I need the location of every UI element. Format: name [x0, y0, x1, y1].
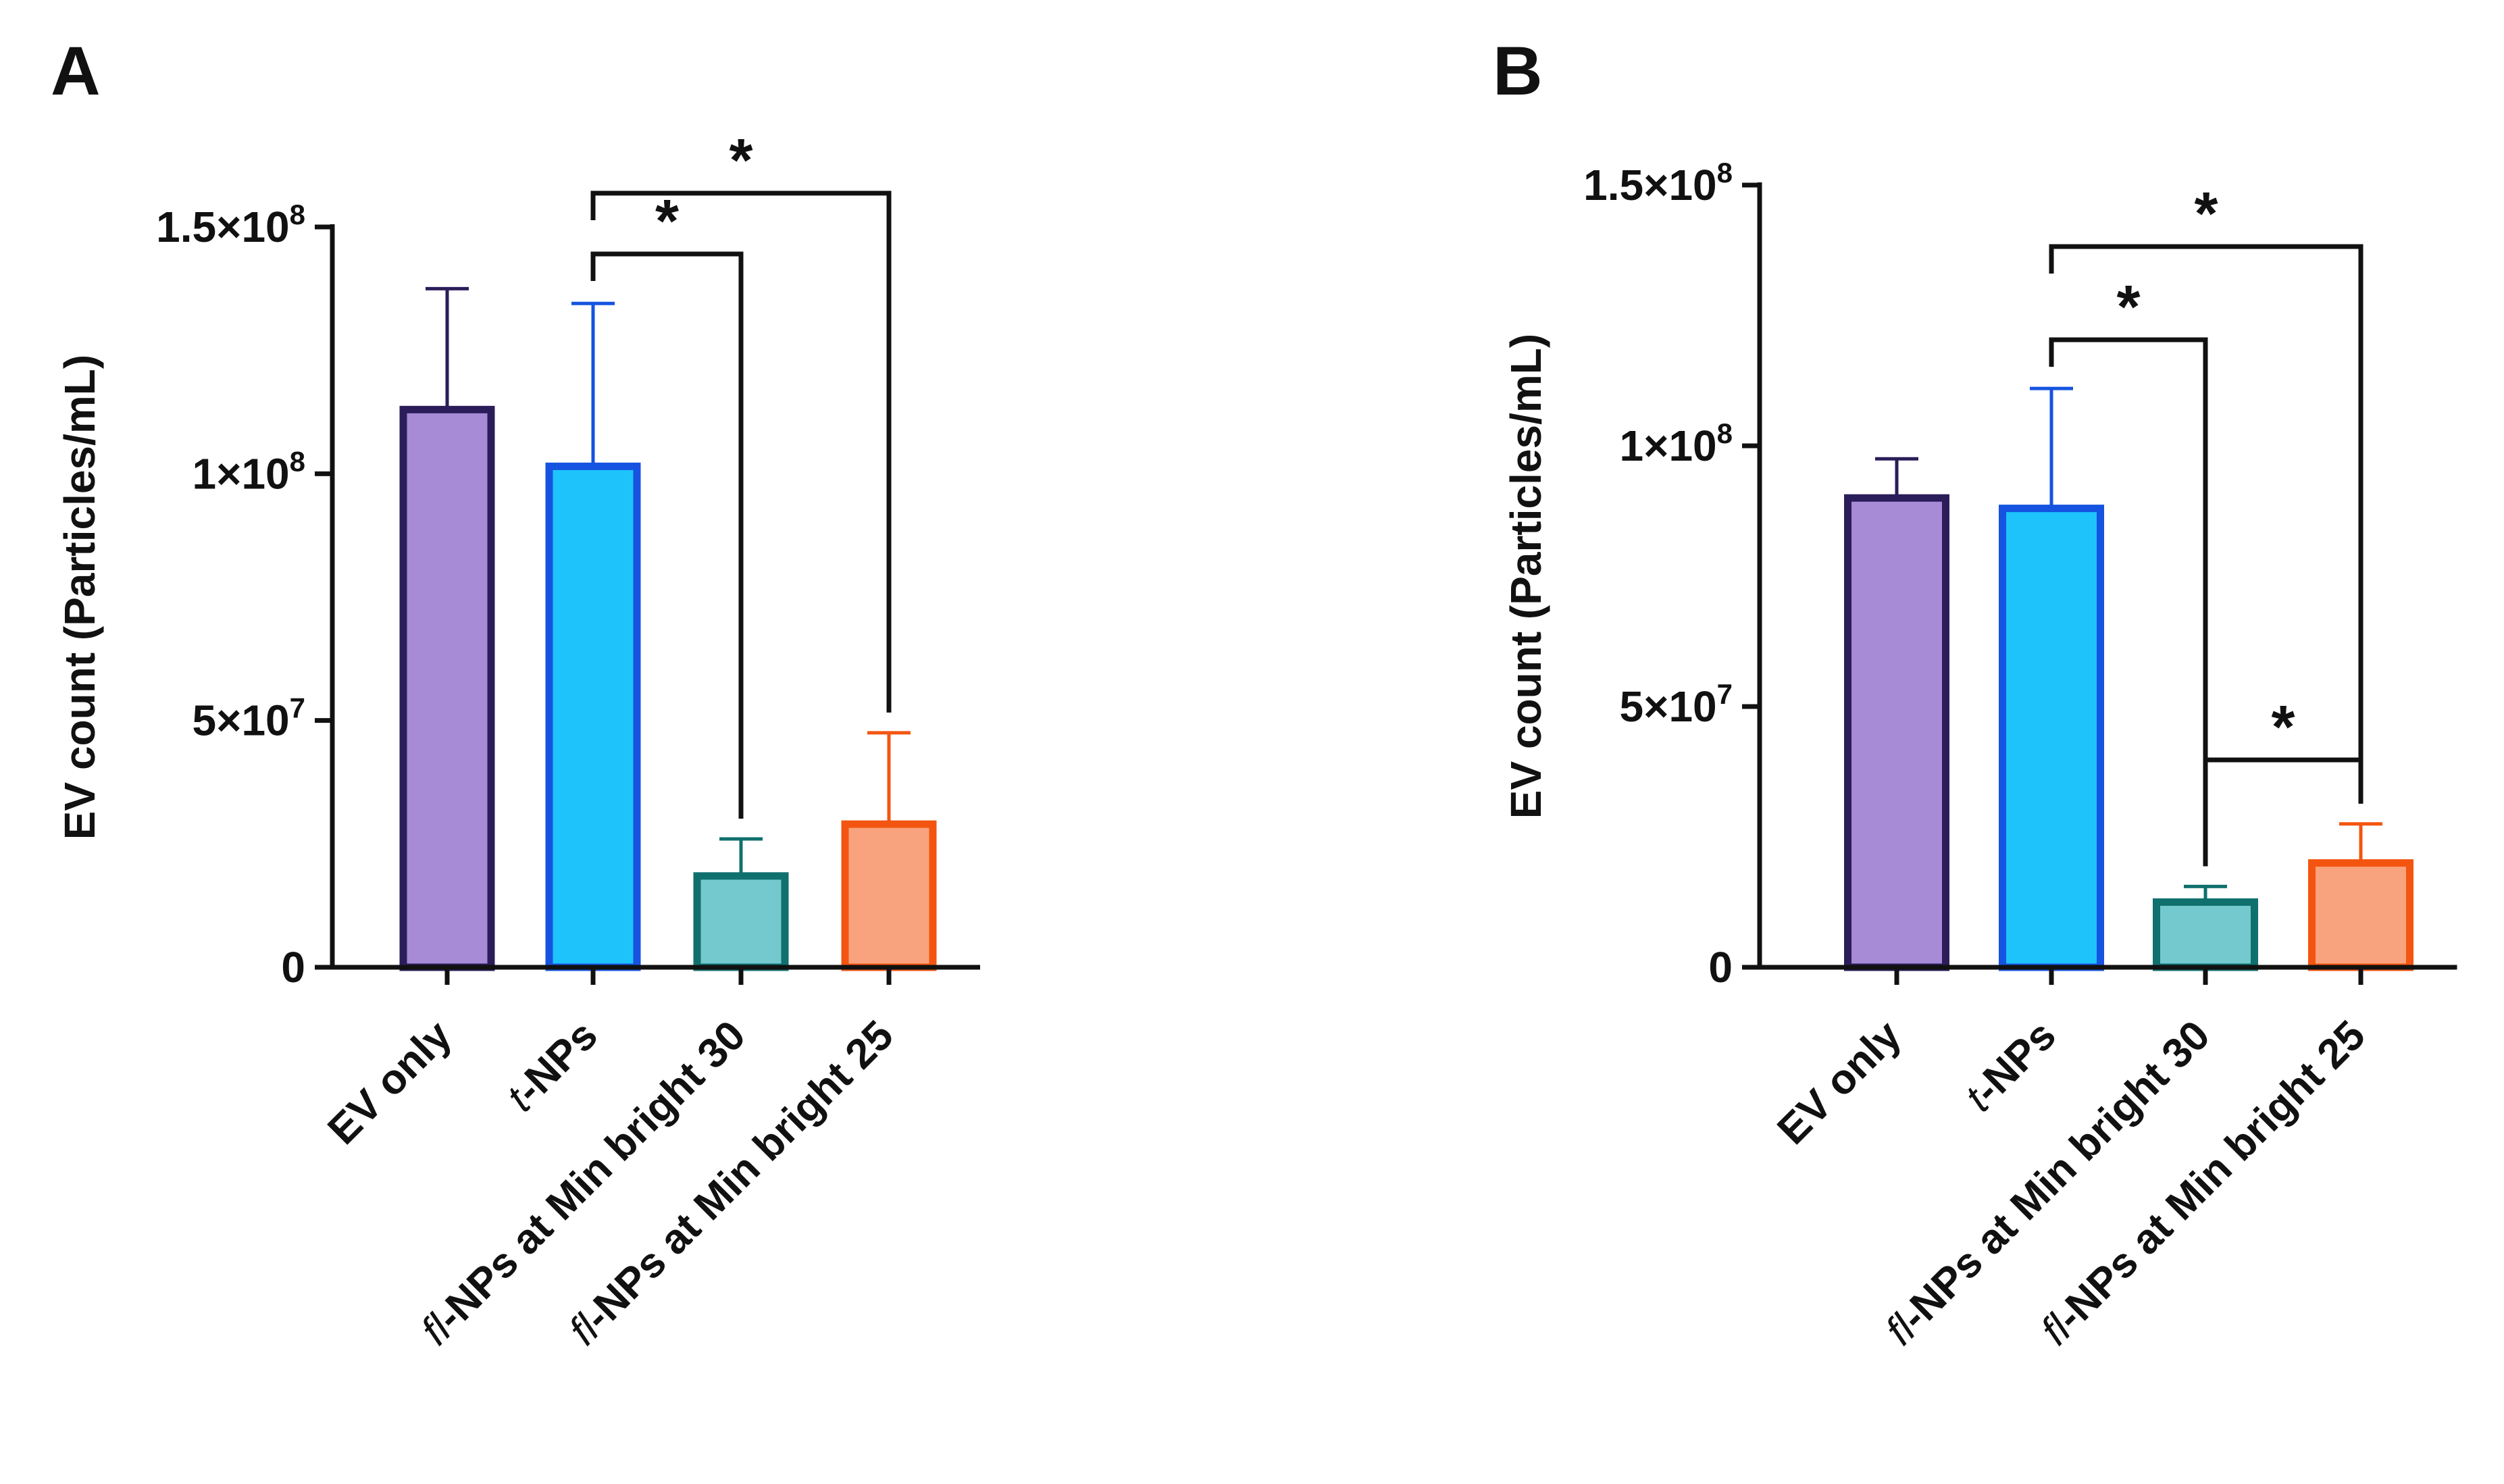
bar — [399, 405, 495, 971]
bar — [693, 872, 789, 971]
y-tick-label: 1×108 — [1619, 417, 1733, 470]
bar — [545, 462, 641, 971]
y-tick-label: 0 — [281, 943, 305, 992]
panel-letter: A — [51, 32, 101, 109]
bar — [841, 820, 937, 971]
significance-star: * — [729, 127, 752, 195]
significance-bracket — [2049, 244, 2364, 804]
significance-bracket — [590, 251, 744, 819]
y-tick-label: 1.5×108 — [1583, 157, 1733, 209]
significance-star: * — [2116, 274, 2140, 341]
y-tick-label: 1.5×108 — [156, 199, 305, 251]
x-category-label: EV only — [1768, 1012, 1910, 1154]
significance-bracket — [590, 190, 892, 713]
significance-bracket — [2203, 757, 2364, 867]
significance-star: * — [655, 188, 679, 255]
y-tick-label: 5×107 — [1619, 678, 1733, 731]
significance-bracket — [2049, 337, 2208, 867]
y-tick-label: 1×108 — [192, 445, 305, 498]
panel-b: B EV count (Particles/mL) 0 5×107 1×108 1.5×1… — [1493, 32, 2457, 1354]
significance-star: * — [2194, 180, 2218, 248]
bar — [2153, 898, 2258, 971]
x-category-label: EV only — [319, 1012, 461, 1154]
x-category-label: fl-NPs at Min bright 30 — [1876, 1012, 2219, 1354]
bar — [1999, 505, 2104, 971]
bar — [1844, 494, 1949, 971]
panel-letter: B — [1493, 32, 1543, 109]
y-tick-label: 0 — [1708, 943, 1733, 992]
y-axis-label: EV count (Particles/mL) — [55, 355, 104, 840]
x-category-label: fl-NPs at Min bright 25 — [2032, 1012, 2374, 1354]
y-axis-label: EV count (Particles/mL) — [1502, 334, 1550, 819]
x-category-label: t-NPs — [498, 1012, 607, 1121]
x-category-label: t-NPs — [1956, 1012, 2065, 1121]
y-tick-label: 5×107 — [192, 692, 305, 745]
panel-a: A EV count (Particles/mL) 0 5×107 1×108 1.5×1… — [51, 32, 980, 1354]
significance-star: * — [2271, 694, 2295, 761]
bar — [2308, 859, 2413, 971]
